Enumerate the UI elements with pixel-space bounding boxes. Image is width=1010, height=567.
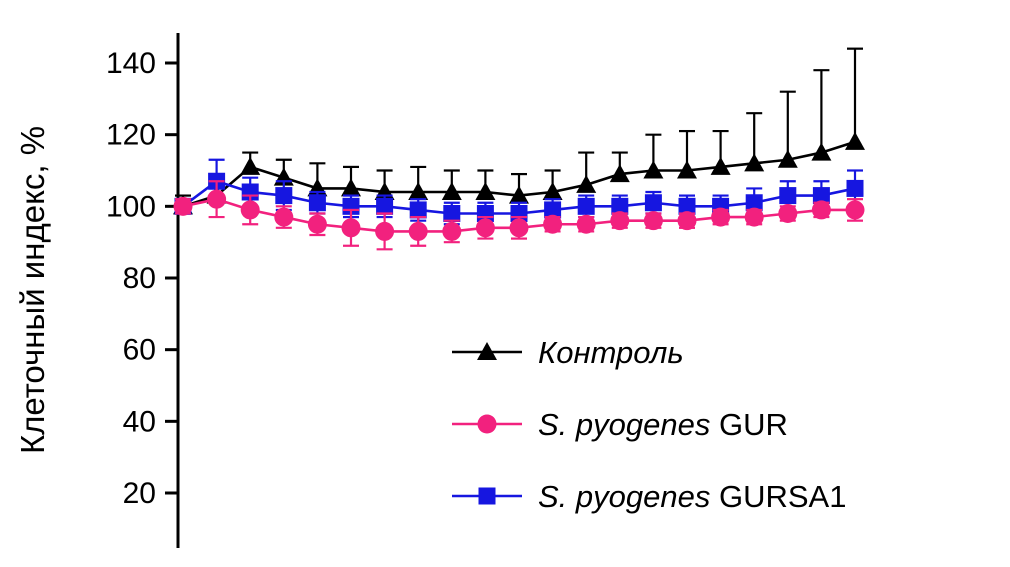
marker-circle: [778, 204, 798, 223]
y-axis-title: Клеточный индекс, %: [14, 126, 51, 454]
marker-triangle: [609, 164, 630, 183]
legend-label-gur: S. pyogenes GUR: [538, 407, 788, 442]
y-tick-label: 120: [106, 119, 156, 152]
marker-triangle: [744, 153, 765, 172]
marker-triangle: [845, 131, 865, 150]
marker-circle: [643, 211, 663, 231]
marker-circle: [475, 218, 495, 238]
y-tick-label: 100: [106, 190, 156, 223]
marker-square: [478, 487, 496, 505]
marker-circle: [677, 211, 697, 231]
legend-item-gursa1: S. pyogenes GURSA1: [452, 479, 846, 514]
marker-square: [376, 197, 394, 215]
legend-label-control: Контроль: [538, 335, 684, 370]
marker-square: [779, 187, 797, 205]
marker-square: [611, 197, 629, 215]
marker-triangle: [509, 185, 529, 204]
marker-triangle: [777, 149, 798, 168]
marker-circle: [477, 414, 497, 434]
marker-triangle: [475, 182, 496, 200]
marker-circle: [509, 218, 529, 238]
marker-circle: [576, 214, 596, 234]
marker-square: [544, 201, 562, 219]
marker-triangle: [811, 142, 832, 161]
y-tick-label: 20: [123, 477, 156, 510]
marker-triangle: [542, 182, 563, 200]
marker-circle: [274, 207, 294, 227]
marker-triangle: [710, 156, 731, 175]
marker-circle: [610, 211, 630, 231]
marker-square: [443, 205, 461, 222]
y-tick-label: 60: [123, 334, 156, 367]
legend-label-gursa1: S. pyogenes GURSA1: [538, 479, 846, 514]
marker-square: [812, 187, 830, 205]
marker-triangle: [576, 174, 597, 193]
marker-triangle: [341, 178, 361, 197]
marker-square: [678, 197, 696, 215]
marker-circle: [375, 221, 395, 241]
marker-triangle: [408, 182, 429, 200]
marker-square: [577, 197, 595, 215]
legend-item-gur: S. pyogenes GUR: [452, 407, 788, 442]
marker-triangle: [477, 342, 497, 360]
marker-circle: [173, 196, 193, 216]
marker-triangle: [441, 182, 462, 200]
marker-triangle: [240, 156, 261, 175]
marker-square: [846, 179, 864, 197]
marker-square: [745, 194, 763, 212]
marker-circle: [408, 221, 428, 241]
marker-circle: [307, 214, 327, 234]
marker-circle: [543, 214, 563, 234]
legend: Контроль S. pyogenes GUR S. pyogenes GURSA…: [452, 335, 846, 514]
marker-triangle: [643, 160, 664, 179]
marker-square: [275, 187, 293, 205]
marker-circle: [711, 207, 731, 227]
marker-triangle: [677, 160, 697, 179]
marker-circle: [341, 218, 361, 238]
y-tick-label: 140: [106, 47, 156, 80]
marker-circle: [845, 200, 865, 220]
series-gur: [173, 180, 865, 251]
marker-square: [409, 201, 427, 219]
y-tick-label: 40: [123, 405, 156, 438]
y-tick-label: 80: [123, 262, 156, 295]
marker-circle: [811, 200, 831, 220]
marker-circle: [744, 207, 764, 227]
marker-circle: [207, 189, 227, 209]
marker-circle: [442, 221, 462, 241]
marker-square: [308, 194, 326, 212]
legend-item-control: Контроль: [452, 335, 684, 370]
y-axis: 20 40 60 80 100 120 140: [106, 33, 180, 548]
marker-circle: [240, 200, 260, 220]
marker-square: [644, 194, 662, 212]
series-layer: [173, 47, 865, 251]
